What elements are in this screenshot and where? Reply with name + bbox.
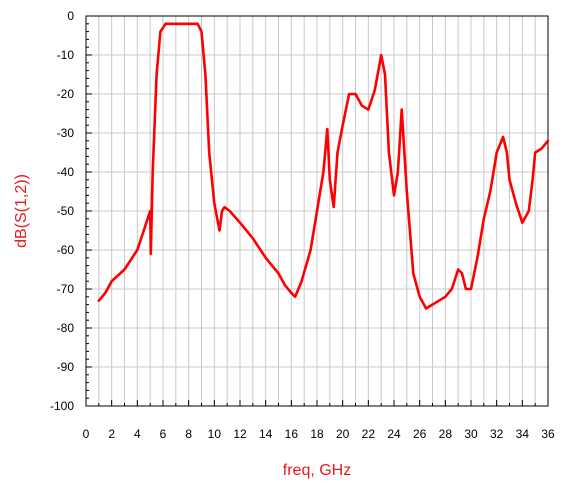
x-tick-label: 10 xyxy=(208,427,222,441)
y-tick-label: -70 xyxy=(57,282,75,296)
y-tick-label: -90 xyxy=(57,360,75,374)
series-line xyxy=(97,22,550,310)
y-tick-label: -100 xyxy=(50,399,74,413)
x-tick-label: 4 xyxy=(134,427,141,441)
plot-frame xyxy=(85,15,549,407)
x-tick-label: 36 xyxy=(541,427,555,441)
x-tick-label: 20 xyxy=(336,427,350,441)
y-axis-label: dB(S(1,2)) xyxy=(13,174,30,248)
x-tick-label: 32 xyxy=(490,427,504,441)
x-tick-label: 24 xyxy=(387,427,401,441)
y-tick-label: -10 xyxy=(57,48,75,62)
x-tick-label: 16 xyxy=(285,427,299,441)
x-tick-label: 28 xyxy=(439,427,453,441)
y-tick-label: -40 xyxy=(57,165,75,179)
grid-lines xyxy=(86,16,548,406)
y-tick-label: -80 xyxy=(57,321,75,335)
y-tick-label: 0 xyxy=(67,9,74,23)
x-tick-label: 26 xyxy=(413,427,427,441)
y-tick-labels: 0 -10 -20 -30 -40 -50 -60 -70 -80 -90 -100 xyxy=(50,9,74,413)
x-tick-label: 30 xyxy=(464,427,478,441)
x-tick-label: 34 xyxy=(516,427,530,441)
x-tick-label: 12 xyxy=(233,427,247,441)
y-tick-label: -30 xyxy=(57,126,75,140)
x-tick-label: 14 xyxy=(259,427,273,441)
x-tick-label: 0 xyxy=(83,427,90,441)
x-tick-label: 22 xyxy=(362,427,376,441)
y-tick-label: -60 xyxy=(57,243,75,257)
x-tick-label: 6 xyxy=(160,427,167,441)
x-tick-label: 2 xyxy=(108,427,115,441)
x-tick-label: 8 xyxy=(185,427,192,441)
y-tick-label: -50 xyxy=(57,204,75,218)
x-tick-label: 18 xyxy=(310,427,324,441)
y-tick-label: -20 xyxy=(57,87,75,101)
x-tick-labels: 0 2 4 6 8 10 12 14 16 18 20 22 24 26 28 30 32 34 36 xyxy=(83,427,555,441)
x-axis-label: freq, GHz xyxy=(283,462,351,479)
